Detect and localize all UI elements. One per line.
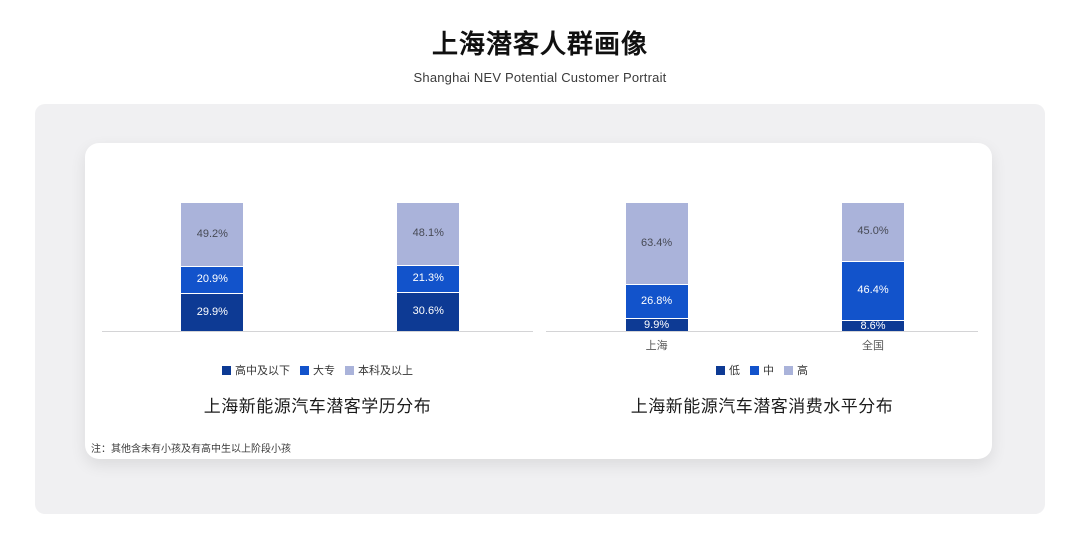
- bar-value-label: 30.6%: [412, 305, 444, 318]
- legend-label: 高: [797, 365, 808, 377]
- bar-segment: 30.6%: [397, 291, 460, 331]
- stacked-bar: 45.0% 46.4% 8.6%: [842, 203, 905, 332]
- legend-label: 低: [729, 365, 740, 377]
- bar-segment: 49.2%: [181, 203, 244, 266]
- consumption-chart-legend: 低中高: [546, 362, 978, 378]
- bar-value-label: 48.1%: [412, 227, 444, 240]
- legend-swatch: [222, 365, 231, 375]
- page-subtitle: Shanghai NEV Potential Customer Portrait: [413, 70, 667, 85]
- legend-swatch: [750, 365, 759, 375]
- bar-value-label: 46.4%: [857, 284, 889, 297]
- legend-label: 本科及以上: [358, 365, 413, 377]
- bar-segment: 45.0%: [842, 203, 905, 261]
- bar-segment: 21.3%: [397, 264, 460, 292]
- legend-item: 低: [716, 362, 740, 378]
- bar-value-label: 9.9%: [644, 318, 670, 331]
- bar-value-label: 26.8%: [640, 295, 673, 308]
- plot-area: 49.2% 20.9% 29.9% 48.1% 21.3% 30.6%: [102, 203, 533, 332]
- legend-swatch: [345, 365, 354, 375]
- chart-title: 上海新能源汽车潜客消费水平分布: [630, 397, 894, 416]
- bar-value-label: 21.3%: [412, 272, 444, 285]
- bar-segment: 9.9%: [625, 318, 688, 331]
- bar-value-label: 45.0%: [857, 225, 889, 238]
- legend-item: 大专: [300, 362, 335, 378]
- bar-segment: 46.4%: [842, 260, 905, 320]
- legend-swatch: [300, 365, 309, 375]
- bar-segment: 26.8%: [625, 284, 688, 319]
- x-axis-category-label: 全国: [862, 340, 885, 352]
- stacked-bar: 63.4% 26.8% 9.9%: [625, 202, 688, 331]
- page-header: 上海潜客人群画像 Shanghai NEV Potential Customer…: [0, 24, 1080, 85]
- bar-value-label: 20.9%: [196, 273, 228, 286]
- education-distribution-chart: 49.2% 20.9% 29.9% 48.1% 21.3% 30.6% 高中及以下 大专 本科…: [102, 143, 533, 459]
- bar-value-label: 8.6%: [860, 319, 886, 332]
- x-axis-line: [546, 331, 978, 332]
- bar-segment: 29.9%: [181, 292, 244, 331]
- chart-card: 49.2% 20.9% 29.9% 48.1% 21.3% 30.6% 高中及以下 大专 本科…: [85, 143, 992, 459]
- plot-area: 63.4% 26.8% 9.9% 上海 45.0% 46.4% 8.6% 全国: [546, 202, 978, 352]
- legend-item: 中: [750, 362, 774, 378]
- background-panel: 49.2% 20.9% 29.9% 48.1% 21.3% 30.6% 高中及以下 大专 本科…: [35, 104, 1045, 514]
- education-chart-legend: 高中及以下 大专 本科及以上: [102, 362, 533, 378]
- x-axis-category-label: 上海: [645, 340, 668, 352]
- bar-segment: 20.9%: [181, 265, 244, 293]
- stacked-bar: 48.1% 21.3% 30.6%: [397, 203, 460, 331]
- chart-title: 上海新能源汽车潜客学历分布: [203, 397, 432, 416]
- legend-swatch: [784, 365, 793, 375]
- consumption-level-chart: 63.4% 26.8% 9.9% 上海 45.0% 46.4% 8.6% 全国 低 中 高 上海新…: [546, 143, 978, 459]
- x-axis-line: [102, 331, 533, 332]
- legend-label: 高中及以下: [235, 365, 290, 377]
- bar-segment: 63.4%: [625, 202, 688, 285]
- legend-label: 大专: [313, 365, 335, 377]
- stacked-bar: 49.2% 20.9% 29.9%: [181, 203, 244, 331]
- bar-value-label: 49.2%: [196, 228, 228, 240]
- footnote: 注：其他含未有小孩及有高中生以上阶段小孩: [91, 444, 291, 455]
- legend-swatch: [716, 365, 725, 375]
- bar-segment: 48.1%: [397, 203, 460, 265]
- bar-value-label: 63.4%: [640, 236, 673, 249]
- legend-label: 中: [763, 365, 774, 377]
- bar-value-label: 29.9%: [196, 305, 228, 318]
- bar-segment: 8.6%: [842, 319, 905, 332]
- legend-item: 本科及以上: [345, 362, 413, 378]
- legend-item: 高: [784, 362, 808, 378]
- legend-item: 高中及以下: [222, 362, 290, 378]
- page-title: 上海潜客人群画像: [431, 29, 648, 59]
